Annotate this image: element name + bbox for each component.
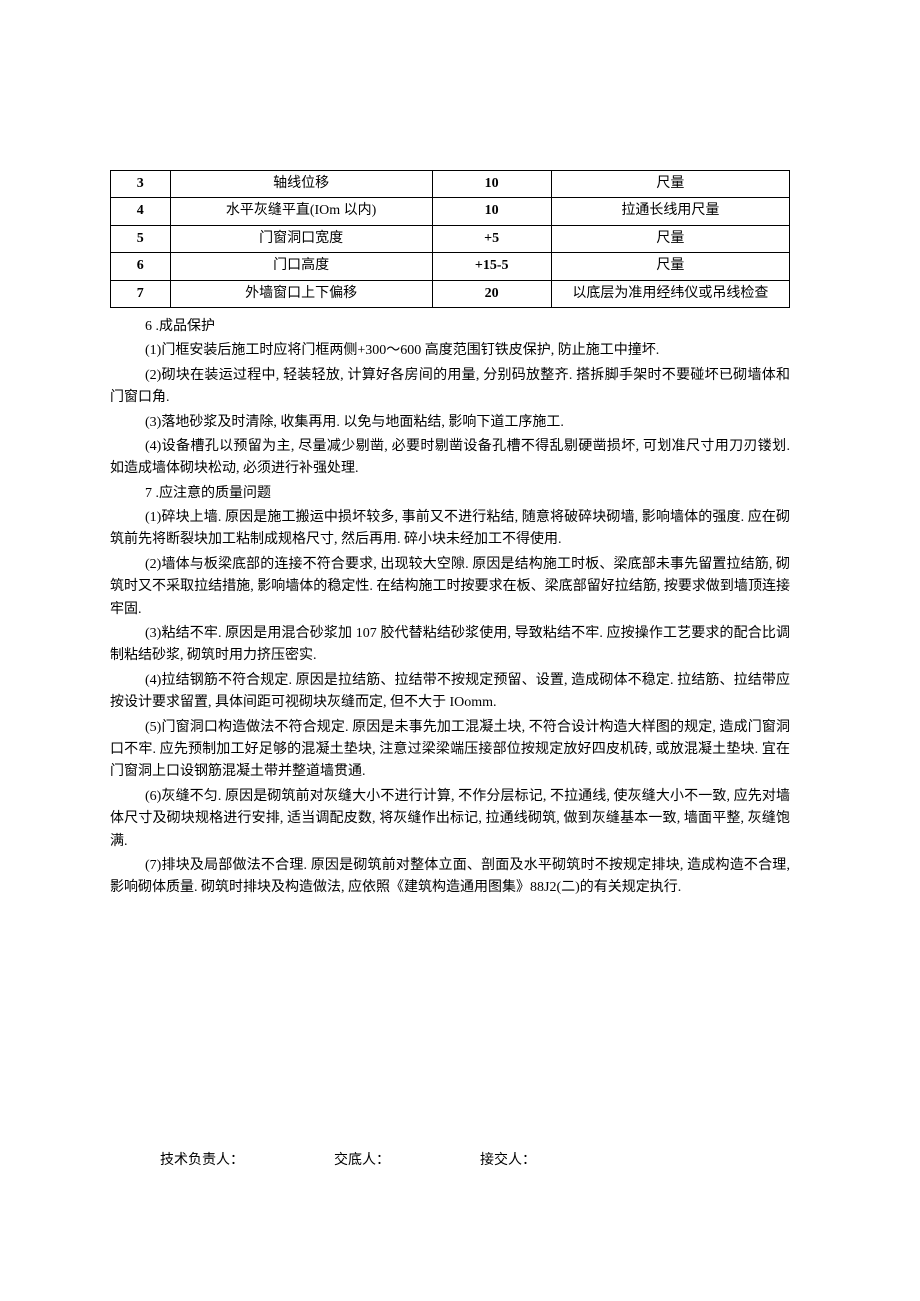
receiver-label: 接交人： xyxy=(480,1150,536,1172)
row-method: 尺量 xyxy=(551,253,789,280)
row-item: 门窗洞口宽度 xyxy=(170,225,432,252)
row-value: +15-5 xyxy=(432,253,551,280)
row-value: 10 xyxy=(432,171,551,198)
row-value: 10 xyxy=(432,198,551,225)
row-number: 3 xyxy=(111,171,171,198)
paragraph: (7)排块及局部做法不合理. 原因是砌筑前对整体立面、剖面及水平砌筑时不按规定排… xyxy=(110,855,790,900)
paragraph: (3)落地砂浆及时清除, 收集再用. 以免与地面粘结, 影响下道工序施工. xyxy=(110,412,790,434)
row-item: 外墙窗口上下偏移 xyxy=(170,280,432,307)
row-method: 尺量 xyxy=(551,225,789,252)
row-number: 4 xyxy=(111,198,171,225)
row-number: 5 xyxy=(111,225,171,252)
paragraph: (1)门框安装后施工时应将门框两侧+300～600 高度范围钉铁皮保护, 防止施… xyxy=(110,340,790,362)
table-body: 3 轴线位移 10 尺量 4 水平灰缝平直(IOm 以内) 10 拉通长线用尺量… xyxy=(111,171,790,308)
section-heading: 6 .成品保护 xyxy=(110,316,790,338)
row-value: 20 xyxy=(432,280,551,307)
paragraph: (4)拉结钢筋不符合规定. 原因是拉结筋、拉结带不按规定预留、设置, 造成砌体不… xyxy=(110,670,790,715)
table-row: 4 水平灰缝平直(IOm 以内) 10 拉通长线用尺量 xyxy=(111,198,790,225)
signature-row: 技术负责人： 交底人： 接交人： xyxy=(110,1150,790,1172)
row-number: 6 xyxy=(111,253,171,280)
row-item: 水平灰缝平直(IOm 以内) xyxy=(170,198,432,225)
table-row: 6 门口高度 +15-5 尺量 xyxy=(111,253,790,280)
paragraph: (4)设备槽孔以预留为主, 尽量减少剔凿, 必要时剔凿设备孔槽不得乱剔硬凿损坏,… xyxy=(110,436,790,481)
row-number: 7 xyxy=(111,280,171,307)
paragraph: (2)砌块在装运过程中, 轻装轻放, 计算好各房间的用量, 分别码放整齐. 搭拆… xyxy=(110,365,790,410)
paragraph: (2)墙体与板梁底部的连接不符合要求, 出现较大空隙. 原因是结构施工时板、梁底… xyxy=(110,554,790,621)
table-row: 5 门窗洞口宽度 +5 尺量 xyxy=(111,225,790,252)
row-method: 拉通长线用尺量 xyxy=(551,198,789,225)
paragraph: (5)门窗洞口构造做法不符合规定. 原因是未事先加工混凝土块, 不符合设计构造大… xyxy=(110,717,790,784)
handover-label: 交底人： xyxy=(334,1150,390,1172)
table-row: 3 轴线位移 10 尺量 xyxy=(111,171,790,198)
tech-lead-label: 技术负责人： xyxy=(160,1150,244,1172)
row-method: 尺量 xyxy=(551,171,789,198)
row-value: +5 xyxy=(432,225,551,252)
row-item: 门口高度 xyxy=(170,253,432,280)
table-row: 7 外墙窗口上下偏移 20 以底层为准用经纬仪或吊线检查 xyxy=(111,280,790,307)
section-6: 6 .成品保护 (1)门框安装后施工时应将门框两侧+300～600 高度范围钉铁… xyxy=(110,316,790,481)
section-heading: 7 .应注意的质量问题 xyxy=(110,483,790,505)
paragraph: (6)灰缝不匀. 原因是砌筑前对灰缝大小不进行计算, 不作分层标记, 不拉通线,… xyxy=(110,786,790,853)
section-7: 7 .应注意的质量问题 (1)碎块上墙. 原因是施工搬运中损坏较多, 事前又不进… xyxy=(110,483,790,900)
paragraph: (1)碎块上墙. 原因是施工搬运中损坏较多, 事前又不进行粘结, 随意将破碎块砌… xyxy=(110,507,790,552)
row-item: 轴线位移 xyxy=(170,171,432,198)
row-method: 以底层为准用经纬仪或吊线检查 xyxy=(551,280,789,307)
paragraph: (3)粘结不牢. 原因是用混合砂浆加 107 胶代替粘结砂浆使用, 导致粘结不牢… xyxy=(110,623,790,668)
tolerance-table: 3 轴线位移 10 尺量 4 水平灰缝平直(IOm 以内) 10 拉通长线用尺量… xyxy=(110,170,790,308)
